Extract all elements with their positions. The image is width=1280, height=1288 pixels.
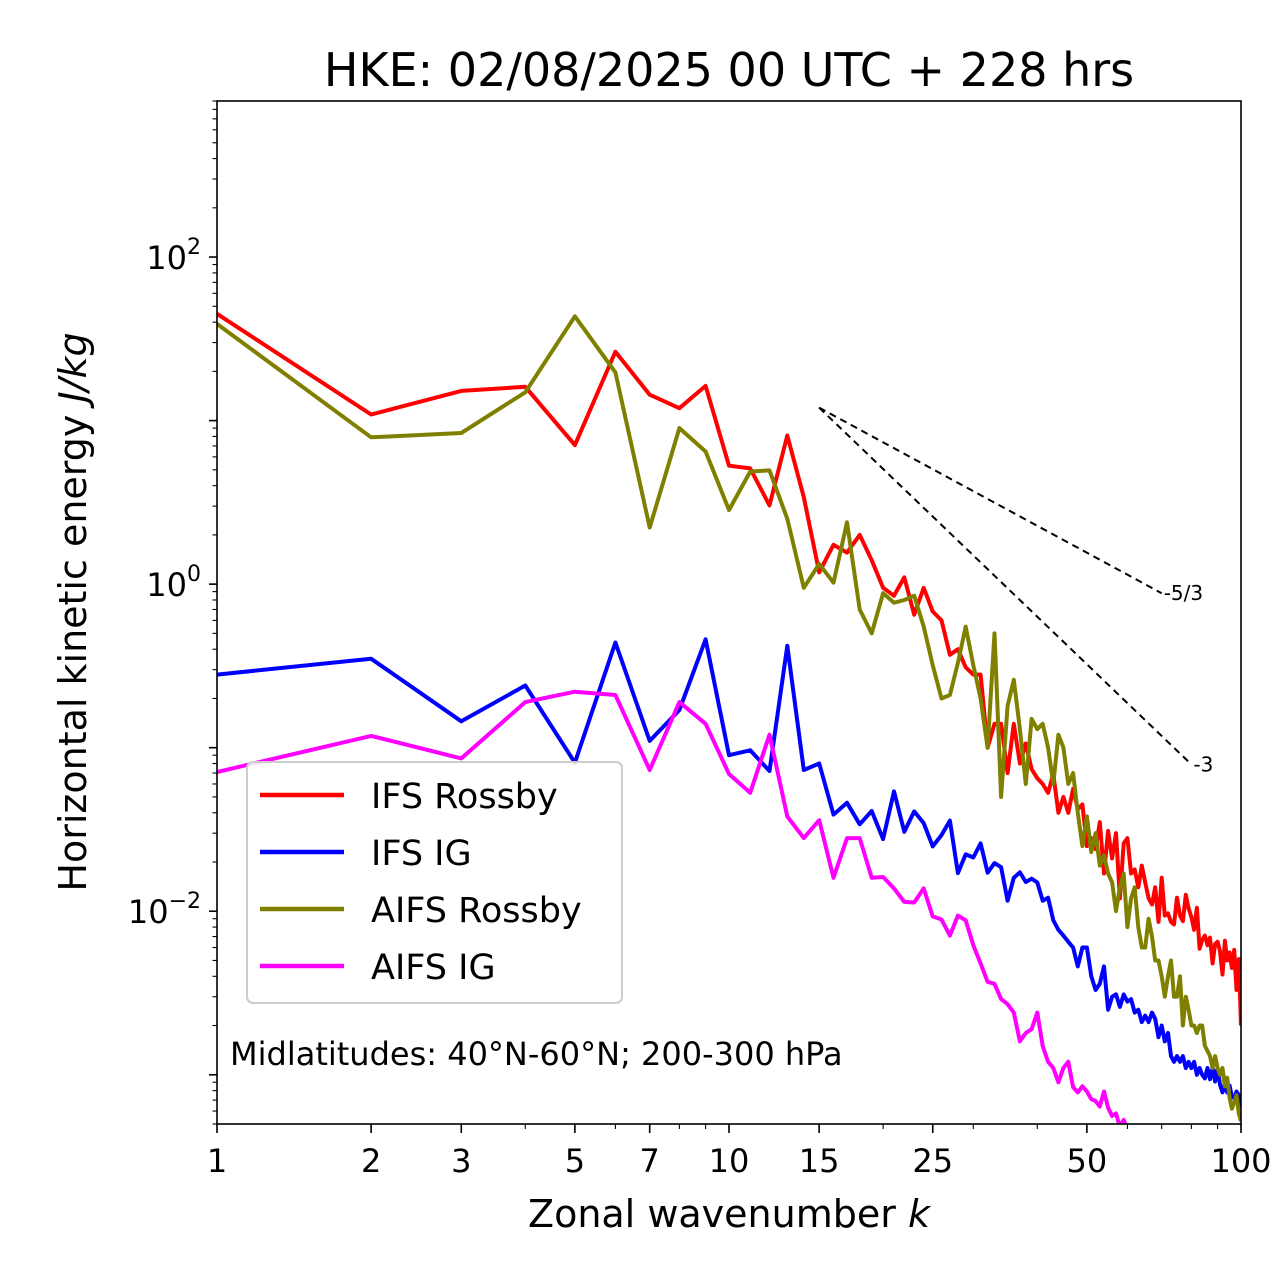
y-axis-label: Horizontal kinetic energy J/kg bbox=[51, 332, 95, 891]
chart-title: HKE: 02/08/2025 00 UTC + 228 hrs bbox=[324, 43, 1134, 97]
y-tick-label: 100 bbox=[146, 562, 201, 604]
series-line-aifs-ig bbox=[217, 689, 1128, 1124]
x-tick-label: 1 bbox=[207, 1142, 227, 1180]
x-axis-ticks: 1 2 3 5 7 10 15 25 50 100 bbox=[207, 1124, 1272, 1180]
reference-slope-lines: -5/3 -3 bbox=[818, 406, 1213, 776]
legend-label-ifs-ig: IFS IG bbox=[371, 834, 472, 874]
series-lines bbox=[217, 312, 1241, 1124]
x-tick-label: 50 bbox=[1067, 1142, 1108, 1180]
legend-label-aifs-ig: AIFS IG bbox=[371, 948, 496, 988]
x-tick-label: 5 bbox=[565, 1142, 585, 1180]
x-tick-label: 15 bbox=[799, 1142, 840, 1180]
series-line-aifs-rossby bbox=[217, 314, 1241, 1122]
x-tick-label: 100 bbox=[1210, 1142, 1271, 1180]
x-tick-label: 10 bbox=[709, 1142, 750, 1180]
x-tick-label: 7 bbox=[640, 1142, 660, 1180]
legend-box bbox=[246, 761, 623, 1004]
y-axis-unit: J/kg bbox=[51, 332, 95, 409]
x-axis-label-text: Zonal wavenumber bbox=[528, 1192, 896, 1236]
x-axis-variable: k bbox=[908, 1192, 932, 1236]
x-tick-label: 25 bbox=[912, 1142, 953, 1180]
legend-label-aifs-rossby: AIFS Rossby bbox=[371, 891, 582, 931]
legend-label-ifs-rossby: IFS Rossby bbox=[371, 777, 558, 817]
x-axis-label: Zonal wavenumber k bbox=[528, 1192, 932, 1236]
slope-label: -3 bbox=[1193, 752, 1213, 776]
x-tick-label: 3 bbox=[451, 1142, 471, 1180]
y-axis-ticks bbox=[209, 100, 217, 1125]
slope-line bbox=[818, 406, 1163, 595]
y-axis-tick-labels: 10−2 100 102 bbox=[128, 235, 201, 931]
y-tick-label: 10−2 bbox=[128, 889, 201, 931]
slope-line bbox=[818, 406, 1193, 766]
slope-label: -5/3 bbox=[1164, 581, 1203, 605]
series-line-ifs-ig bbox=[217, 637, 1241, 1108]
x-tick-label: 2 bbox=[361, 1142, 381, 1180]
y-axis-label-text: Horizontal kinetic energy bbox=[51, 415, 95, 892]
region-annotation: Midlatitudes: 40°N-60°N; 200-300 hPa bbox=[230, 1035, 843, 1073]
y-tick-label: 102 bbox=[146, 235, 201, 277]
legend: IFS Rossby IFS IG AIFS Rossby AIFS IG bbox=[246, 761, 623, 1004]
